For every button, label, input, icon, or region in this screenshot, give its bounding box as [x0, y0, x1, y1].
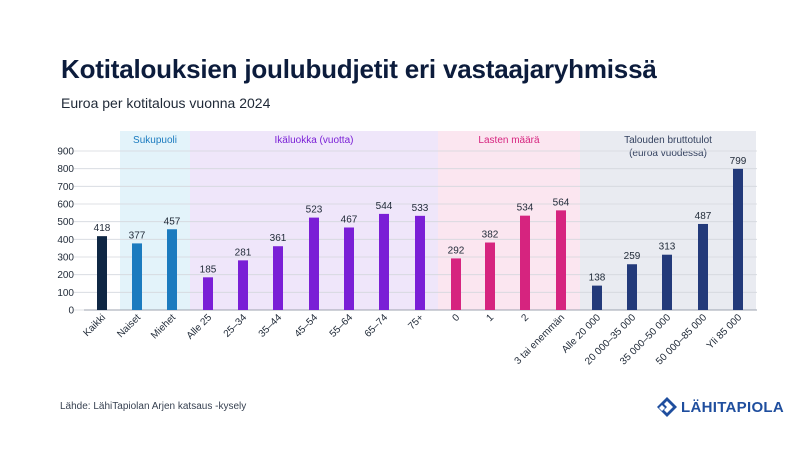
x-category-label: Naiset: [115, 312, 143, 340]
bar: [415, 215, 425, 310]
bar-value-label: 281: [235, 247, 252, 258]
bar: [520, 215, 530, 310]
x-category-label: 25–34: [222, 312, 250, 340]
chart-title: Kotitalouksien joulubudjetit eri vastaaj…: [61, 54, 657, 84]
x-category-label: 1: [484, 312, 496, 324]
bar: [627, 264, 637, 310]
y-tick-label: 700: [57, 182, 74, 193]
bar: [733, 168, 743, 310]
lahitapiola-logo-icon: [657, 397, 677, 417]
bar-value-label: 382: [482, 230, 499, 241]
bar-value-label: 564: [553, 197, 570, 208]
bar: [556, 210, 566, 310]
x-category-label: Miehet: [149, 312, 178, 341]
group-band-sukupuoli: [120, 131, 190, 310]
group-sublabel-tulot: (euroa vuodessa): [629, 148, 707, 159]
bar-value-label: 467: [341, 214, 358, 225]
bar: [698, 223, 708, 310]
x-category-label: Kaikki: [81, 312, 108, 339]
bar-value-label: 457: [164, 216, 181, 227]
y-tick-label: 300: [57, 253, 74, 264]
bar: [451, 258, 461, 310]
bar-value-label: 185: [200, 264, 217, 275]
bar-value-label: 292: [448, 245, 465, 256]
bar: [167, 229, 177, 310]
bar-value-label: 418: [94, 223, 111, 234]
bar-value-label: 487: [695, 211, 712, 222]
chart-subtitle: Euroa per kotitalous vuonna 2024: [61, 95, 271, 111]
lahitapiola-logo: LÄHITAPIOLA: [656, 396, 784, 418]
x-category-label: 3 tai enemmän: [513, 312, 568, 367]
group-label-lapset: Lasten määrä: [478, 135, 540, 146]
bar-value-label: 544: [376, 201, 393, 212]
x-category-label: 65–74: [363, 312, 391, 340]
group-label-ika: Ikäluokka (vuotta): [275, 135, 354, 146]
group-label-tulot: Talouden bruttotulot: [624, 135, 712, 146]
y-tick-label: 500: [57, 217, 74, 228]
bar: [592, 285, 602, 310]
bar: [485, 242, 495, 310]
x-category-label: Yli 85 000: [705, 312, 745, 352]
bar-value-label: 523: [306, 205, 323, 216]
x-category-label: 75+: [406, 312, 426, 332]
y-tick-label: 100: [57, 288, 74, 299]
y-tick-label: 900: [57, 147, 74, 158]
x-category-label: 55–64: [328, 312, 356, 340]
y-tick-label: 0: [68, 306, 74, 317]
bar: [379, 213, 389, 310]
bar-value-label: 138: [589, 273, 606, 284]
source-note: Lähde: LähiTapiolan Arjen katsaus -kysel…: [60, 401, 247, 412]
y-tick-label: 200: [57, 270, 74, 281]
bar-value-label: 361: [270, 233, 287, 244]
bar: [132, 243, 142, 310]
bar-value-label: 259: [624, 251, 641, 262]
bar: [203, 277, 213, 310]
x-category-label: 45–54: [293, 312, 321, 340]
y-tick-label: 400: [57, 235, 74, 246]
y-tick-label: 600: [57, 200, 74, 211]
bar: [344, 227, 354, 310]
bar: [273, 246, 283, 310]
logo-text: LÄHITAPIOLA: [681, 398, 785, 416]
bar-value-label: 377: [129, 230, 146, 241]
bar: [662, 254, 672, 310]
x-category-label: 35–44: [257, 312, 285, 340]
bar-value-label: 533: [412, 203, 429, 214]
bar: [238, 260, 248, 310]
x-category-label: Alle 25: [185, 312, 215, 342]
x-category-label: 2: [519, 312, 531, 324]
bar-value-label: 534: [517, 203, 534, 214]
bar: [97, 236, 107, 310]
bar-value-label: 313: [659, 242, 676, 253]
bar: [309, 217, 319, 310]
bar-value-label: 799: [730, 156, 747, 167]
x-category-label: 0: [450, 312, 462, 324]
y-tick-label: 800: [57, 164, 74, 175]
bar-chart: Sukupuoli Ikäluokka (vuotta) Lasten määrä T…: [57, 131, 757, 367]
group-label-sukupuoli: Sukupuoli: [133, 135, 177, 146]
